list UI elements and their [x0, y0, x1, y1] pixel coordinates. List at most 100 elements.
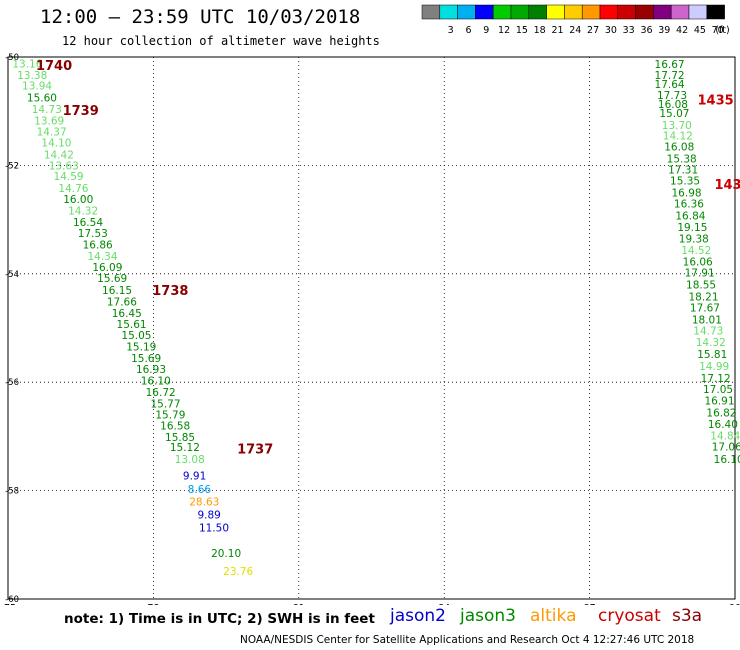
- color-bin-label: 39: [658, 25, 670, 36]
- x-tick-label: 90: [729, 603, 740, 605]
- wave-height-point: 28.63: [189, 496, 219, 508]
- wave-height-point: 15.38: [667, 153, 697, 165]
- wave-height-point: 16.10: [714, 454, 740, 466]
- wave-height-point: 16.45: [112, 308, 142, 320]
- wave-height-point: 16.06: [683, 256, 713, 268]
- color-bin-label: 36: [640, 25, 652, 36]
- wave-height-point: 11.50: [199, 522, 229, 534]
- wave-height-point: 16.36: [674, 198, 704, 210]
- wave-height-point: 15.77: [150, 398, 180, 410]
- color-scale-unit: (ft): [715, 25, 729, 36]
- wave-height-point: 14.76: [58, 183, 88, 195]
- pass-time-label: 1740: [36, 59, 72, 74]
- wave-height-point: 15.85: [165, 432, 195, 444]
- wave-height-point: 15.60: [27, 93, 57, 105]
- wave-height-point: 16.08: [658, 99, 688, 111]
- wave-height-point: 16.82: [706, 408, 736, 420]
- wave-height-point: 17.91: [685, 268, 715, 280]
- wave-height-point: 14.73: [693, 326, 723, 338]
- wave-height-point: 17.06: [712, 442, 740, 454]
- wave-height-point: 14.34: [87, 251, 117, 263]
- pass-time-label: 1435: [698, 93, 734, 108]
- color-bin-label: 70: [712, 25, 724, 36]
- wave-height-point: 16.54: [73, 217, 103, 229]
- y-tick-label: -50: [5, 53, 19, 63]
- wave-height-point: 17.53: [78, 228, 108, 240]
- wave-height-point: 15.61: [117, 319, 147, 331]
- chart-title: 12:00 – 23:59 UTC 10/03/2018: [40, 6, 361, 28]
- chart-subtitle: 12 hour collection of altimeter wave hei…: [62, 34, 380, 48]
- wave-height-point: 15.69: [97, 273, 127, 285]
- y-tick-label: -52: [5, 161, 19, 171]
- wave-height-point: 8.66: [188, 484, 212, 496]
- wave-height-point: 19.38: [679, 234, 709, 246]
- wave-height-point: 18.55: [686, 280, 716, 292]
- wave-height-point: 15.79: [155, 410, 185, 422]
- wave-height-point: 16.67: [655, 59, 685, 71]
- wave-height-point: 13.69: [34, 115, 64, 127]
- wave-height-point: 14.52: [681, 245, 711, 257]
- wave-height-point: 13.70: [662, 120, 692, 132]
- wave-height-point: 16.86: [83, 240, 113, 252]
- wave-height-point: 16.91: [704, 396, 734, 408]
- plot-frame: [7, 56, 736, 600]
- y-tick-label: -60: [5, 595, 19, 605]
- wave-height-point: 15.35: [670, 176, 700, 188]
- wave-height-point: 13.16: [12, 59, 42, 71]
- wave-height-point: 16.58: [160, 421, 190, 433]
- pass-time-label: 1739: [63, 104, 99, 119]
- color-bin: [706, 4, 725, 20]
- wave-height-point: 20.10: [211, 548, 241, 560]
- x-tick-label: 78: [147, 603, 159, 605]
- wave-height-point: 13.63: [49, 160, 79, 172]
- wave-height-point: 17.64: [655, 79, 685, 91]
- color-bin-label: 45: [694, 25, 706, 36]
- pass-time-label: 1435: [714, 178, 740, 193]
- wave-height-point: 13.08: [175, 454, 205, 466]
- legend-cryosat: cryosat: [598, 606, 661, 626]
- y-tick-label: -56: [5, 378, 19, 388]
- color-bin-label: 27: [587, 25, 599, 36]
- wave-height-point: 17.66: [107, 296, 137, 308]
- x-tick-label: 81: [293, 603, 305, 605]
- wave-height-point: 17.31: [668, 165, 698, 177]
- wave-height-point: 16.93: [136, 364, 166, 376]
- wave-height-point: 23.76: [223, 566, 253, 578]
- color-bin-label: 42: [676, 25, 688, 36]
- wave-height-point: 16.40: [708, 419, 738, 431]
- color-bin-label: 12: [498, 25, 510, 36]
- wave-height-point: 15.81: [697, 349, 727, 361]
- wave-height-point: 14.32: [696, 337, 726, 349]
- x-tick-label: 87: [584, 603, 596, 605]
- footer-note: note: 1) Time is in UTC; 2) SWH is in fe…: [64, 611, 375, 627]
- color-bin-label: 33: [623, 25, 635, 36]
- x-tick-label: 75: [4, 603, 16, 605]
- wave-height-point: 16.72: [146, 387, 176, 399]
- x-tick-label: 84: [438, 603, 450, 605]
- color-scale-legend: 3 6 9 12 15 18 21 24 27 30 33 36 39 42 45 70(ft): [421, 4, 730, 36]
- wave-height-point: 17.12: [701, 373, 731, 385]
- color-bin-label: 21: [551, 25, 563, 36]
- footer-credit: NOAA/NESDIS Center for Satellite Applica…: [240, 634, 695, 646]
- wave-height-point: 14.10: [41, 138, 71, 150]
- color-bin-label: 24: [569, 25, 581, 36]
- pass-time-label: 1737: [237, 442, 273, 457]
- wave-height-point: 16.09: [92, 262, 122, 274]
- y-tick-label: -58: [5, 487, 19, 497]
- color-bin-label: 3: [448, 25, 454, 36]
- color-bin-label: 30: [605, 25, 617, 36]
- wave-height-point: 15.05: [121, 330, 151, 342]
- legend-jason3: jason3: [460, 606, 516, 626]
- wave-height-point: 14.84: [710, 430, 740, 442]
- wave-height-point: 14.59: [54, 171, 84, 183]
- wave-height-point: 9.91: [183, 470, 206, 482]
- legend-jason2: jason2: [390, 606, 446, 626]
- wave-height-point: 17.67: [690, 302, 720, 314]
- wave-height-point: 14.73: [32, 104, 62, 116]
- color-bin-label: 6: [465, 25, 471, 36]
- wave-height-point: 14.32: [68, 205, 98, 217]
- wave-height-point: 17.72: [655, 70, 685, 82]
- wave-height-point: 16.08: [664, 141, 694, 153]
- wave-height-point: 14.37: [37, 126, 67, 138]
- wave-height-point: 13.94: [22, 81, 52, 93]
